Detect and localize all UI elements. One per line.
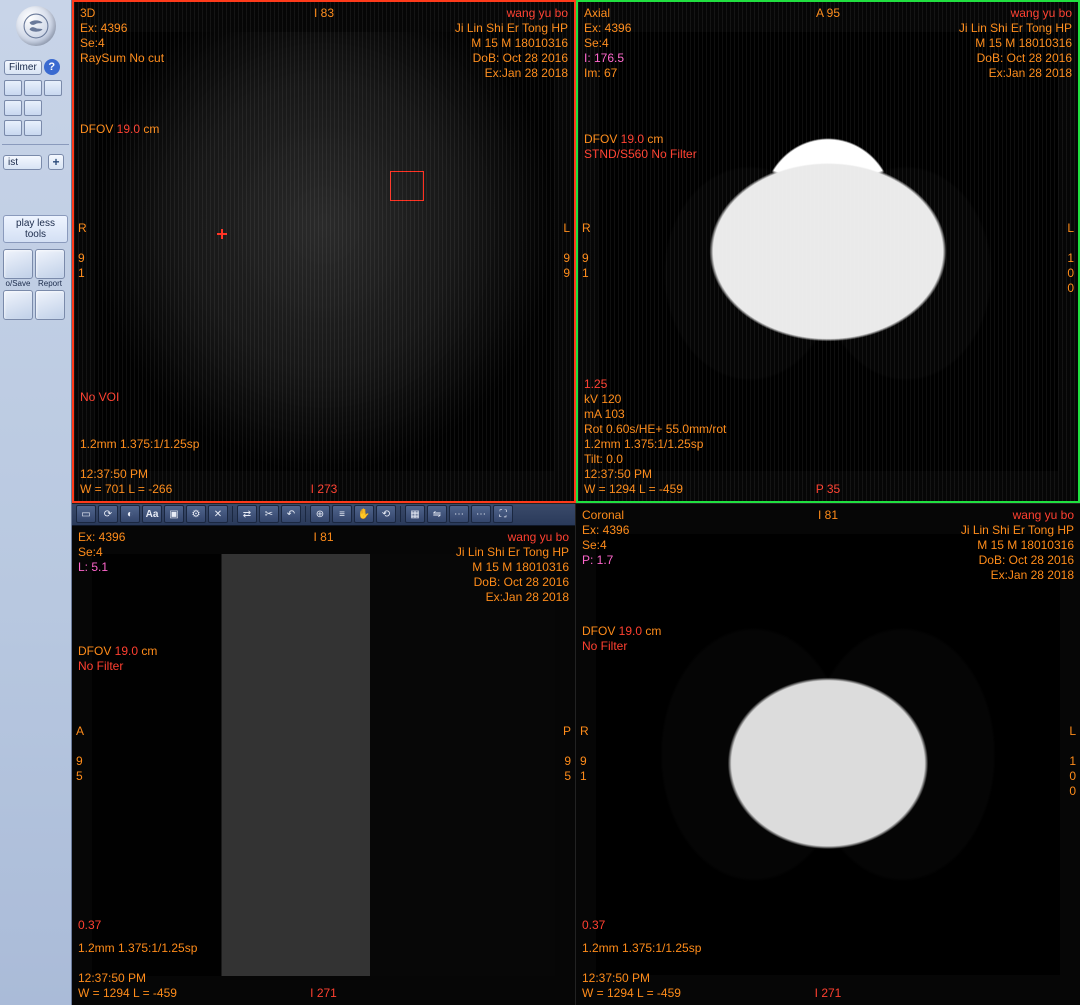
tb-select-icon[interactable]: ▭ (76, 505, 96, 523)
report-icon[interactable] (35, 249, 65, 279)
panel-info-top-left: Coronal Ex: 4396 Se:4 P: 1.7 (582, 508, 629, 568)
tool-icon[interactable] (24, 80, 42, 96)
panel-info-top-right: wang yu bo Ji Lin Shi Er Tong HP M 15 M … (456, 530, 569, 605)
tb-scissors-icon[interactable]: ✂ (259, 505, 279, 523)
panel-info-bottom-left: 1.2mm 1.375:1/1.25sp 12:37:50 PM W = 701… (80, 437, 199, 497)
tool-icon[interactable] (24, 100, 42, 116)
panel-info-top-left: 3D Ex: 4396 Se:4 RaySum No cut (80, 6, 164, 66)
bottom-index: I 273 (311, 482, 338, 497)
tool-icon[interactable] (24, 120, 42, 136)
save-caption: o/Save (3, 279, 33, 288)
ge-logo-icon (16, 6, 56, 46)
panel-info-top-left: Axial Ex: 4396 Se:4 I: 176.5 Im: 67 (584, 6, 631, 81)
top-index: I 83 (314, 6, 334, 21)
filmer-button[interactable]: Filmer (4, 60, 42, 75)
right-marker: P 9 5 (563, 724, 571, 784)
tb-rotate-icon[interactable]: ⟳ (98, 505, 118, 523)
tb-undo-icon[interactable]: ↶ (281, 505, 301, 523)
tb-more-icon[interactable]: ⋯ (449, 505, 469, 523)
panel-toolbar: ▭ ⟳ ◐ Aa ▣ ⚙ ✕ ⇄ ✂ ↶ ⊕ ≡ ✋ ⟲ ▦ ⇋ ⋯ ⋯ (72, 504, 575, 526)
left-marker: R 9 1 (78, 221, 87, 281)
panel-3d[interactable]: 3D Ex: 4396 Se:4 RaySum No cut wang yu b… (72, 0, 576, 503)
add-button[interactable]: + (48, 154, 64, 170)
tb-grid-icon[interactable]: ▦ (405, 505, 425, 523)
dfov-label: DFOV 19.0 cm STND/S560 No Filter (584, 132, 697, 162)
tb-settings-icon[interactable]: ⚙ (186, 505, 206, 523)
panel-info-top-right: wang yu bo Ji Lin Shi Er Tong HP M 15 M … (959, 6, 1072, 81)
tool-icons-row2 (0, 98, 71, 118)
crosshair-icon (219, 231, 225, 237)
tool-icon[interactable] (4, 120, 22, 136)
tb-zoom-icon[interactable]: ⊕ (310, 505, 330, 523)
tb-text-icon[interactable]: Aa (142, 505, 162, 523)
val037: 0.37 (78, 918, 101, 933)
help-icon[interactable]: ? (44, 59, 60, 75)
bottom-index: I 271 (815, 986, 842, 1001)
novol-label: No VOI (80, 390, 119, 405)
sidebar: Filmer ? ist + play less tools o/Save (0, 0, 72, 1005)
tb-sync-icon[interactable]: ⇄ (237, 505, 257, 523)
tb-folder-icon[interactable]: ▣ (164, 505, 184, 523)
save-icon[interactable] (3, 249, 33, 279)
top-index: A 95 (816, 6, 840, 21)
panel-info-bottom-left: 1.2mm 1.375:1/1.25sp 12:37:50 PM W = 129… (582, 941, 701, 1001)
panel-info-top-left: Ex: 4396 Se:4 L: 5.1 (78, 530, 125, 575)
tb-fullscreen-icon[interactable]: ⛶ (493, 505, 513, 523)
tb-flip-icon[interactable]: ⇋ (427, 505, 447, 523)
tool-icon[interactable] (44, 80, 62, 96)
tool-big-icon[interactable] (3, 290, 33, 320)
tb-layers-icon[interactable]: ≡ (332, 505, 352, 523)
left-marker: R 9 1 (582, 221, 591, 281)
tb-contrast-icon[interactable]: ◐ (120, 505, 140, 523)
tb-more-icon[interactable]: ⋯ (471, 505, 491, 523)
tool-icons-row1 (0, 78, 71, 98)
dfov-label: DFOV 19.0 cm No Filter (582, 624, 661, 654)
tb-reset-icon[interactable]: ⟲ (376, 505, 396, 523)
big-tool-icons: o/Save Report (0, 245, 71, 324)
bottom-index: P 35 (816, 482, 840, 497)
roi-box[interactable] (390, 171, 424, 201)
tool-big-icon[interactable] (35, 290, 65, 320)
report-caption: Report (35, 279, 65, 288)
dfov-label: DFOV 19.0 cm (80, 122, 159, 137)
left-marker: A 9 5 (76, 724, 84, 784)
app-root: Filmer ? ist + play less tools o/Save (0, 0, 1080, 1005)
display-less-tools-button[interactable]: play less tools (3, 215, 68, 243)
tool-icon[interactable] (4, 100, 22, 116)
right-marker: L 1 0 0 (1069, 724, 1076, 799)
viewer-grid: 3D Ex: 4396 Se:4 RaySum No cut wang yu b… (72, 0, 1080, 1005)
panel-info-top-right: wang yu bo Ji Lin Shi Er Tong HP M 15 M … (961, 508, 1074, 583)
panel-info-bottom-left: 1.25 kV 120 mA 103 Rot 0.60s/HE+ 55.0mm/… (584, 377, 726, 497)
panel-info-bottom-left: 1.2mm 1.375:1/1.25sp 12:37:50 PM W = 129… (78, 941, 197, 1001)
bottom-index: I 271 (310, 986, 337, 1001)
panel-coronal[interactable]: Coronal Ex: 4396 Se:4 P: 1.7 wang yu bo … (576, 503, 1080, 1005)
list-button[interactable]: ist (3, 155, 42, 170)
panel-sagittal[interactable]: ▭ ⟳ ◐ Aa ▣ ⚙ ✕ ⇄ ✂ ↶ ⊕ ≡ ✋ ⟲ ▦ ⇋ ⋯ ⋯ (72, 503, 576, 1005)
top-index: I 81 (818, 508, 838, 523)
tool-icon[interactable] (4, 80, 22, 96)
dfov-label: DFOV 19.0 cm No Filter (78, 644, 157, 674)
panel-info-top-right: wang yu bo Ji Lin Shi Er Tong HP M 15 M … (455, 6, 568, 81)
right-marker: L 1 0 0 (1067, 221, 1074, 296)
tb-crop-icon[interactable]: ✕ (208, 505, 228, 523)
val037: 0.37 (582, 918, 605, 933)
top-index: I 81 (313, 530, 333, 545)
right-marker: L 9 9 (563, 221, 570, 281)
tb-hand-icon[interactable]: ✋ (354, 505, 374, 523)
panel-axial[interactable]: Axial Ex: 4396 Se:4 I: 176.5 Im: 67 wang… (576, 0, 1080, 503)
tool-icons-row3 (0, 118, 71, 138)
left-marker: R 9 1 (580, 724, 589, 784)
